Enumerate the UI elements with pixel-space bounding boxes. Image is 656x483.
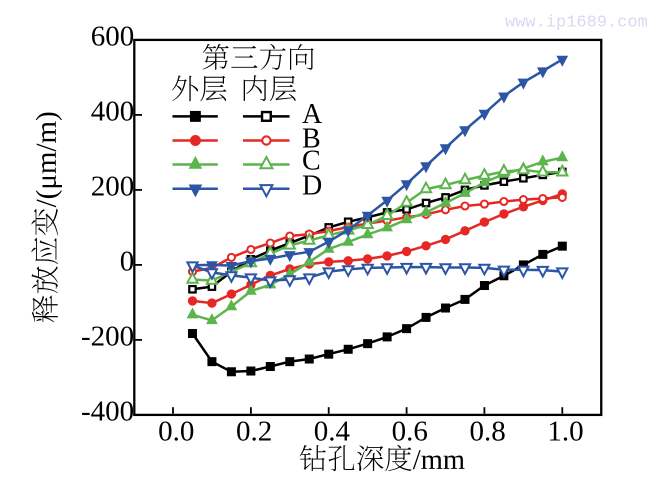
svg-text:1.0: 1.0 bbox=[547, 415, 583, 447]
svg-text:0.4: 0.4 bbox=[314, 415, 351, 447]
svg-text:0.6: 0.6 bbox=[392, 415, 428, 447]
svg-text:200: 200 bbox=[91, 171, 135, 203]
svg-text:A: A bbox=[302, 99, 323, 130]
svg-text:0.2: 0.2 bbox=[236, 415, 272, 447]
svg-text:0.8: 0.8 bbox=[469, 415, 505, 447]
svg-text:B: B bbox=[302, 123, 321, 154]
svg-text:600: 600 bbox=[91, 21, 135, 53]
svg-text:-400: -400 bbox=[81, 396, 134, 428]
svg-text:0.0: 0.0 bbox=[158, 415, 194, 447]
svg-text:400: 400 bbox=[91, 96, 135, 128]
svg-text:0: 0 bbox=[120, 246, 135, 278]
svg-text:D: D bbox=[302, 171, 322, 202]
svg-text:C: C bbox=[302, 146, 321, 177]
svg-text:-200: -200 bbox=[81, 321, 134, 353]
svg-text:www.ip1689.com: www.ip1689.com bbox=[505, 13, 648, 32]
